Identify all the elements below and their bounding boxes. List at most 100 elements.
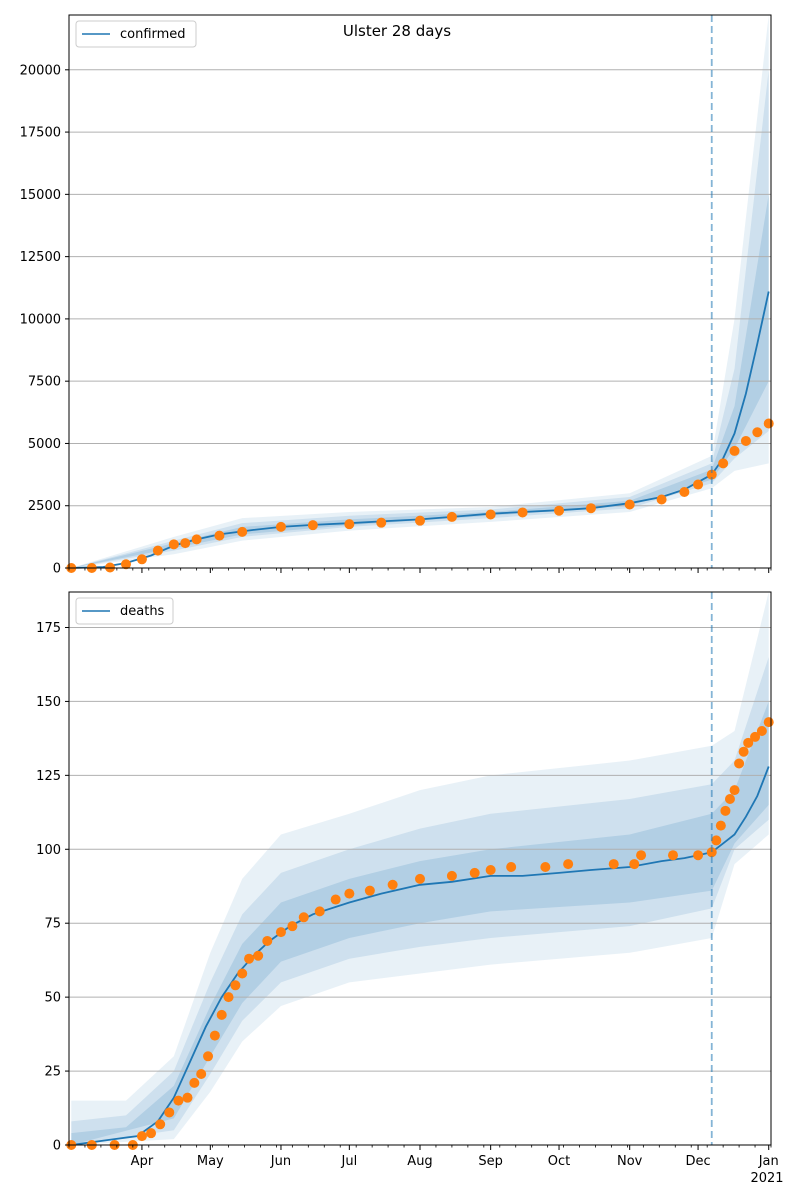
- data-point: [763, 418, 774, 429]
- x-axis-ticks: [68, 568, 772, 573]
- data-point: [738, 746, 749, 757]
- data-point: [168, 539, 179, 550]
- data-point: [718, 458, 729, 469]
- data-point: [563, 859, 574, 870]
- legend-label-confirmed: confirmed: [120, 27, 186, 42]
- x-tick-label: Aug: [407, 1154, 432, 1169]
- data-point: [729, 785, 740, 796]
- data-point: [180, 538, 191, 549]
- y-tick-label: 20000: [20, 63, 61, 78]
- y-tick-label: 5000: [28, 437, 61, 452]
- series-points: [66, 418, 774, 573]
- legend: confirmed: [75, 20, 197, 48]
- x-axis-ticks: Apr May Jun Jul Aug Sep Oct Nov Dec Jan: [68, 1145, 779, 1169]
- data-point: [253, 950, 264, 961]
- deaths-panel: 0 25 50 75 100 125 150 175 Apr May Jun Jul Aug Sep Oc…: [36, 591, 784, 1186]
- confirmed-panel: 0 2500 5000 7500 10000 12500 15000 17500 20000 U…: [20, 14, 774, 577]
- x-tick-label: Dec: [685, 1154, 710, 1169]
- data-point: [237, 526, 248, 537]
- legend: deaths: [75, 597, 174, 625]
- x-tick-label: Jan: [758, 1154, 779, 1169]
- data-point: [387, 879, 398, 890]
- data-point: [196, 1069, 207, 1080]
- data-point: [485, 509, 496, 520]
- chart-title: Ulster 28 days: [343, 22, 451, 40]
- x-tick-label: Sep: [478, 1154, 503, 1169]
- data-point: [729, 445, 740, 456]
- data-point: [376, 517, 387, 528]
- data-point: [756, 725, 767, 736]
- data-point: [216, 1009, 227, 1020]
- data-point: [636, 850, 647, 861]
- data-point: [517, 507, 528, 518]
- data-point: [214, 530, 225, 541]
- data-point: [711, 835, 722, 846]
- y-tick-label: 2500: [28, 499, 61, 514]
- data-point: [287, 921, 298, 932]
- data-point: [706, 469, 717, 480]
- y-tick-label: 100: [36, 843, 61, 858]
- data-point: [209, 1030, 220, 1041]
- data-point: [314, 906, 325, 917]
- data-point: [330, 894, 341, 905]
- data-point: [446, 511, 457, 522]
- data-point: [743, 737, 754, 748]
- x-tick-label: Oct: [548, 1154, 570, 1169]
- data-point: [191, 534, 202, 545]
- y-tick-label: 25: [44, 1065, 61, 1080]
- y-tick-label: 125: [36, 769, 61, 784]
- data-point: [656, 494, 667, 505]
- data-point: [136, 1131, 147, 1142]
- data-point: [752, 427, 763, 438]
- x-tick-label: Apr: [131, 1154, 154, 1169]
- data-point: [155, 1119, 166, 1130]
- data-point: [763, 717, 774, 728]
- data-point: [173, 1095, 184, 1106]
- data-point: [344, 888, 355, 899]
- data-point: [298, 912, 309, 923]
- data-point: [624, 499, 635, 510]
- y-axis-ticks: 0 25 50 75 100 125 150 175: [36, 621, 69, 1154]
- data-point: [164, 1107, 175, 1118]
- y-tick-label: 175: [36, 621, 61, 636]
- data-point: [585, 503, 596, 514]
- y-tick-label: 50: [44, 991, 61, 1006]
- gridlines: [69, 69, 771, 569]
- data-point: [244, 953, 255, 964]
- y-tick-label: 150: [36, 695, 61, 710]
- data-point: [275, 927, 286, 938]
- x-tick-label: May: [197, 1154, 224, 1169]
- y-tick-label: 15000: [20, 188, 61, 203]
- data-point: [706, 847, 717, 858]
- data-point: [415, 873, 425, 884]
- data-point: [693, 850, 704, 861]
- plot-area: [69, 592, 771, 1145]
- data-point: [120, 559, 131, 570]
- y-tick-label: 17500: [20, 126, 61, 141]
- data-point: [667, 850, 678, 861]
- data-point: [740, 435, 751, 446]
- y-tick-label: 10000: [20, 312, 61, 327]
- data-point: [540, 862, 551, 873]
- data-point: [364, 885, 375, 896]
- y-tick-label: 12500: [20, 250, 61, 265]
- data-point: [230, 980, 241, 991]
- y-tick-label: 75: [44, 917, 61, 932]
- x-tick-label: Jul: [341, 1154, 358, 1169]
- x-tick-label: Nov: [617, 1154, 643, 1169]
- data-point: [344, 519, 355, 530]
- data-point: [262, 935, 273, 946]
- data-point: [237, 968, 248, 979]
- legend-box: [75, 20, 197, 48]
- data-point: [506, 862, 517, 873]
- data-point: [485, 864, 496, 875]
- data-point: [693, 479, 704, 490]
- data-point: [446, 870, 457, 881]
- data-point: [554, 505, 565, 516]
- data-point: [275, 521, 286, 532]
- data-point: [307, 520, 318, 531]
- data-point: [189, 1077, 200, 1088]
- data-point: [136, 554, 147, 565]
- data-point: [415, 515, 425, 526]
